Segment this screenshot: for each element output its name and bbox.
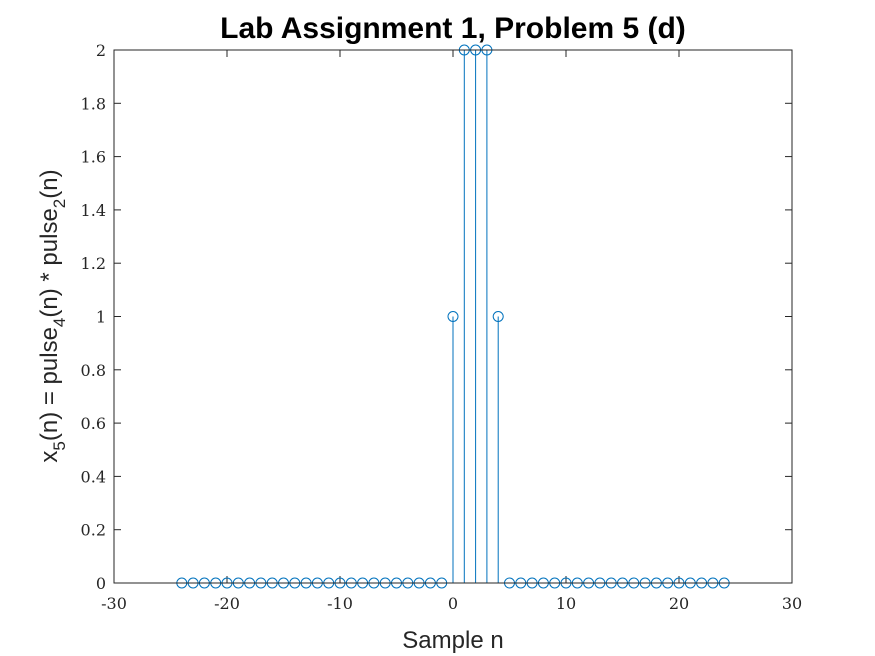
y-axis-label: x5(n) = pulse4(n) * pulse2(n): [36, 169, 69, 462]
y-tick-label: 0.4: [81, 467, 106, 486]
y-tick-label: 0.6: [81, 414, 106, 433]
y-tick-label: 0.8: [81, 361, 106, 380]
stem-marker: [492, 311, 504, 322]
x-tick-label: -10: [327, 594, 353, 613]
x-axis-label: Sample n: [402, 627, 503, 654]
y-tick-label: 2: [96, 41, 106, 60]
y-tick-label: 1.8: [81, 94, 106, 113]
x-tick-label: -20: [214, 594, 240, 613]
chart-title: Lab Assignment 1, Problem 5 (d): [220, 12, 686, 45]
x-tick-label: 0: [448, 594, 458, 613]
y-tick-label: 0: [96, 574, 106, 593]
axes-frame: [113, 49, 793, 584]
y-tick-label: 1.4: [81, 201, 106, 220]
y-tick-label: 1.2: [81, 254, 106, 273]
x-tick-label: 20: [669, 594, 689, 613]
stem-marker: [447, 311, 459, 322]
x-tick-label: 10: [556, 594, 576, 613]
y-tick-label: 1: [96, 308, 106, 327]
y-tick-label: 1.6: [81, 148, 106, 167]
x-tick-label: 30: [782, 594, 802, 613]
y-tick-label: 0.2: [81, 521, 106, 540]
x-tick-label: -30: [101, 594, 127, 613]
